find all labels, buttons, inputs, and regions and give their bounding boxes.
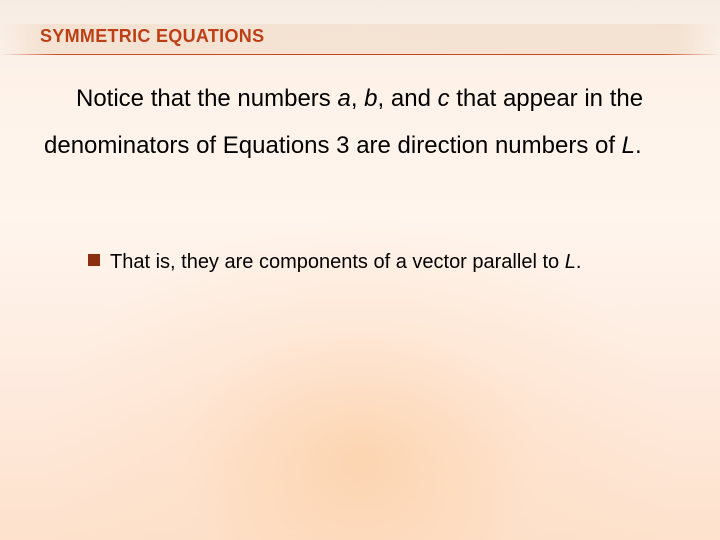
bullet-square-icon: [88, 253, 100, 265]
variable-a: a: [337, 85, 350, 112]
title-underline: [0, 54, 720, 55]
main-text-segment: ,: [351, 85, 364, 112]
bullet-text: That is, they are components of a vector…: [110, 248, 581, 276]
variable-c: c: [438, 85, 450, 112]
bullet-item: That is, they are components of a vector…: [88, 248, 660, 276]
main-text-segment: , and: [378, 85, 438, 112]
main-text-segment: .: [635, 132, 642, 159]
variable-L: L: [622, 132, 635, 159]
slide-title: SYMMETRIC EQUATIONS: [40, 26, 264, 47]
main-paragraph: Notice that the numbers a, b, and c that…: [44, 76, 676, 170]
variable-b: b: [364, 85, 377, 112]
slide-container: SYMMETRIC EQUATIONS Notice that the numb…: [0, 0, 720, 540]
bullet-text-segment: .: [576, 251, 582, 273]
variable-L: L: [565, 251, 576, 273]
bullet-text-segment: That is, they are components of a vector…: [110, 251, 565, 273]
main-text-segment: Notice that the numbers: [76, 85, 337, 112]
